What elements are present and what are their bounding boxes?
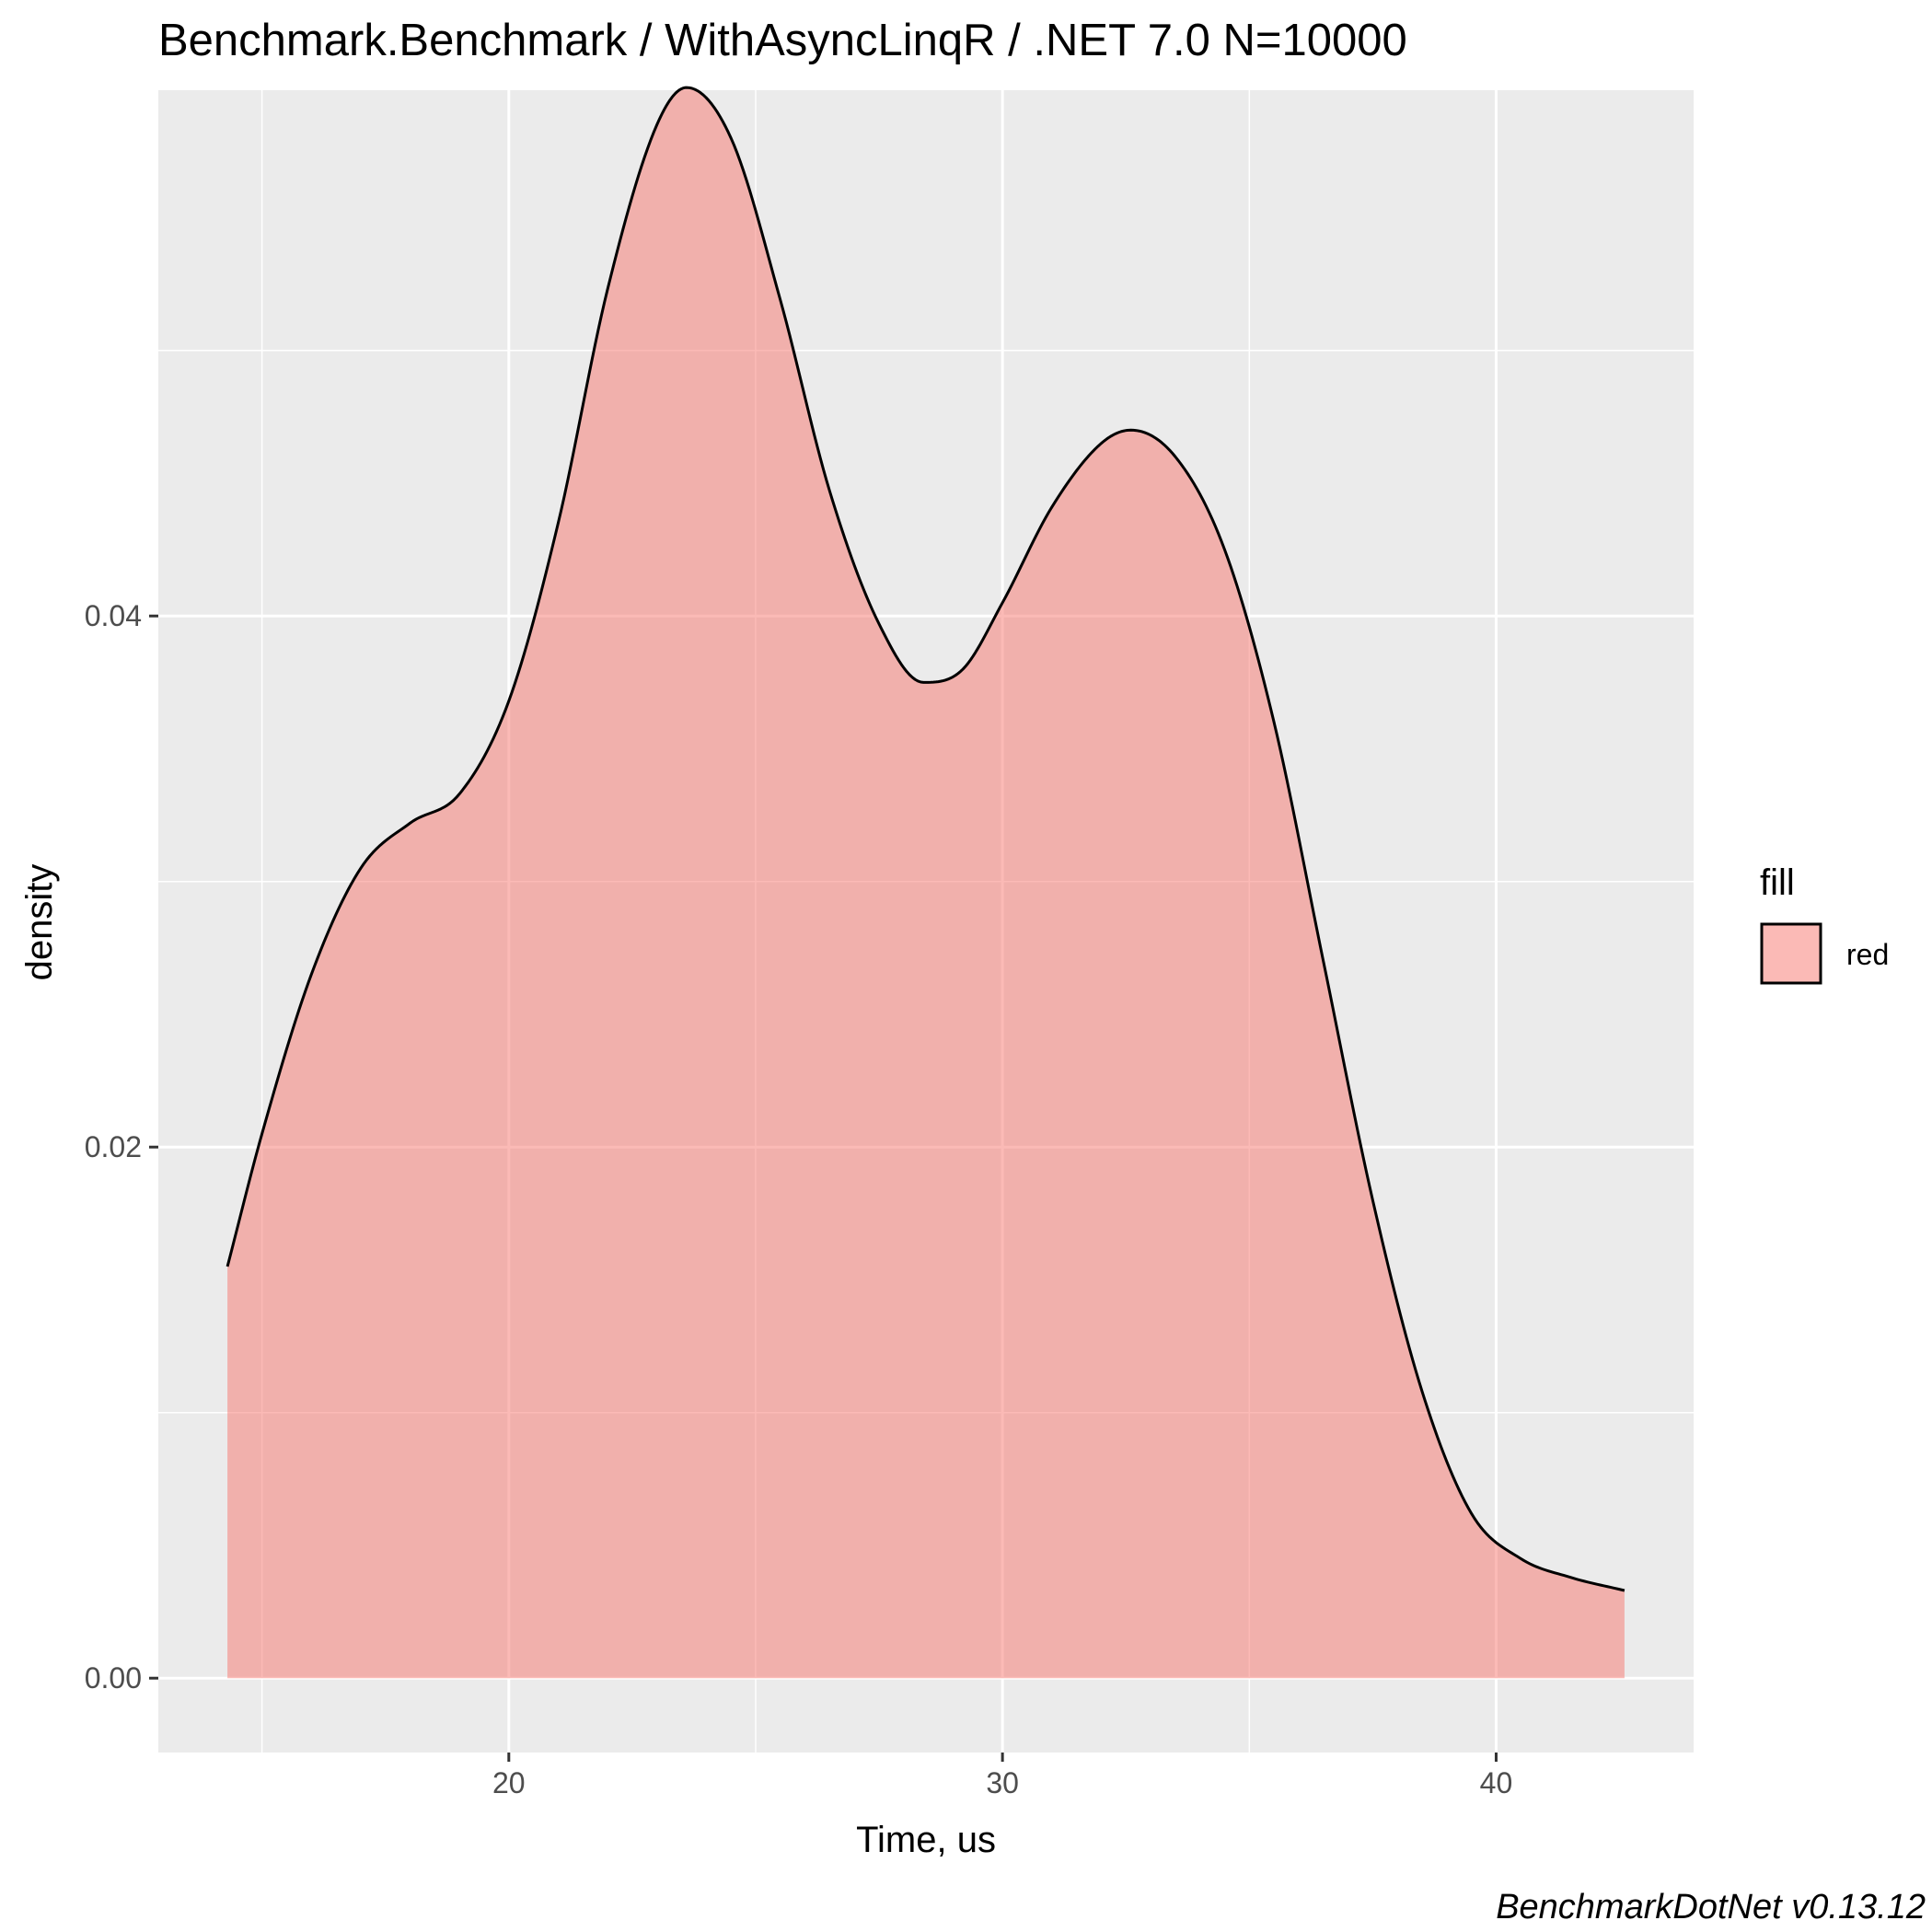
chart-caption: BenchmarkDotNet v0.13.12	[1496, 1888, 1926, 1926]
x-tick-label: 30	[986, 1766, 1019, 1799]
x-tick-label: 20	[492, 1766, 526, 1799]
y-tick-label: 0.00	[85, 1661, 142, 1695]
y-tick-label: 0.02	[85, 1130, 142, 1163]
density-line	[226, 86, 1625, 1592]
x-tick-label: 40	[1480, 1766, 1513, 1799]
x-axis-title: Time, us	[856, 1820, 996, 1860]
legend-key-fill	[1760, 922, 1822, 985]
y-axis-ticks: 0.00 0.02 0.04	[85, 599, 158, 1695]
legend-label: red	[1846, 938, 1889, 971]
chart-title: Benchmark.Benchmark / WithAsyncLinqR / .…	[158, 16, 1407, 65]
y-axis-title: density	[19, 864, 60, 981]
y-tick-label: 0.04	[85, 599, 142, 632]
x-axis-ticks: 20 30 40	[492, 1753, 1512, 1799]
density-area	[227, 87, 1625, 1679]
legend-title: fill	[1760, 862, 1795, 903]
legend: fill red	[1760, 862, 1889, 985]
